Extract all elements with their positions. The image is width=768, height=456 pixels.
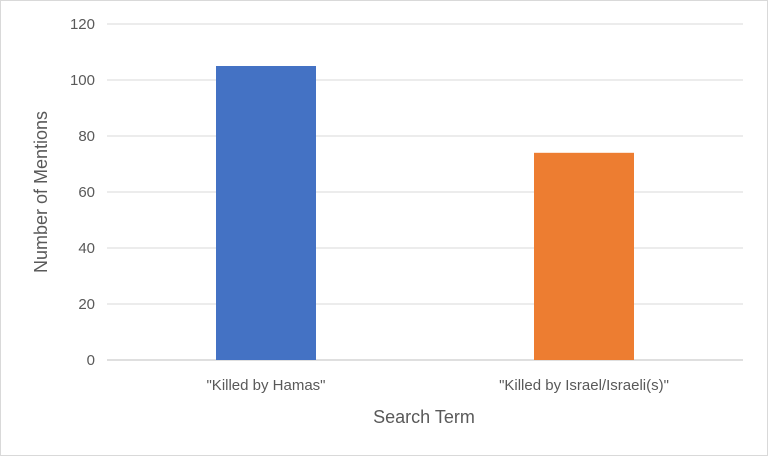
x-tick-label: "Killed by Hamas" [206,377,325,394]
y-tick-label: 20 [78,296,95,313]
y-tick-label: 100 [70,72,95,89]
y-tick-label: 60 [78,184,95,201]
x-tick-labels: "Killed by Hamas" "Killed by Israel/Israe… [206,377,668,394]
y-tick-label: 80 [78,128,95,145]
gridlines [107,23,743,361]
y-tick-label: 40 [78,240,95,257]
bar-killed-by-hamas [216,66,316,360]
x-axis-title: Search Term [373,407,475,427]
y-axis-title: Number of Mentions [31,111,51,273]
bars [216,66,634,360]
bar-killed-by-israel [534,152,634,360]
y-tick-label: 120 [70,16,95,33]
y-tick-label: 0 [87,352,95,369]
x-tick-label: "Killed by Israel/Israeli(s)" [499,377,669,394]
y-tick-labels: 0 20 40 60 80 100 120 [70,16,95,369]
